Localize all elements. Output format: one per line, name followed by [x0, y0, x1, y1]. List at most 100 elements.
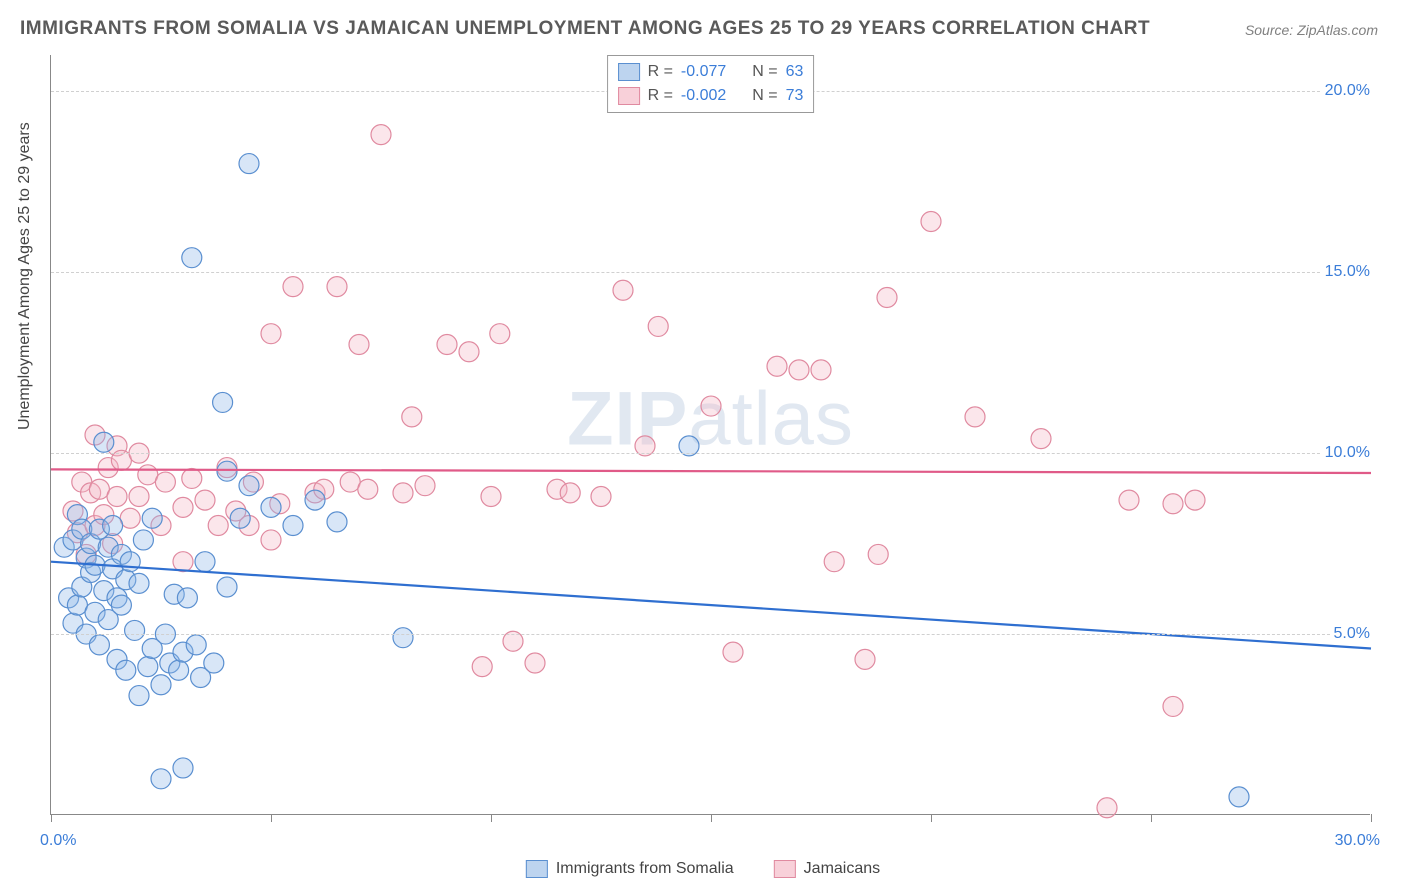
point-blue: [133, 530, 153, 550]
point-blue: [393, 628, 413, 648]
n-label: N =: [752, 60, 777, 84]
point-pink: [921, 211, 941, 231]
point-pink: [120, 508, 140, 528]
point-blue: [111, 595, 131, 615]
point-pink: [789, 360, 809, 380]
point-blue: [239, 476, 259, 496]
x-tick: [491, 814, 492, 822]
point-pink: [182, 468, 202, 488]
point-pink: [402, 407, 422, 427]
point-pink: [767, 356, 787, 376]
gridline: [51, 453, 1370, 454]
point-pink: [340, 472, 360, 492]
point-pink: [173, 497, 193, 517]
point-blue: [120, 552, 140, 572]
point-blue: [305, 490, 325, 510]
point-pink: [415, 476, 435, 496]
chart-svg: [51, 55, 1370, 814]
point-pink: [107, 487, 127, 507]
point-blue: [138, 657, 158, 677]
n-value-pink: 73: [786, 84, 804, 108]
point-pink: [358, 479, 378, 499]
n-label: N =: [752, 84, 777, 108]
y-tick-label: 10.0%: [1321, 444, 1374, 462]
point-blue: [151, 769, 171, 789]
point-pink: [155, 472, 175, 492]
point-pink: [173, 552, 193, 572]
swatch-blue-icon: [526, 860, 548, 878]
point-pink: [1185, 490, 1205, 510]
x-tick: [51, 814, 52, 822]
point-blue: [1229, 787, 1249, 807]
r-label: R =: [648, 84, 673, 108]
plot-area: ZIPatlas R = -0.077 N = 63 R = -0.002 N …: [50, 55, 1370, 815]
point-pink: [868, 544, 888, 564]
point-pink: [613, 280, 633, 300]
point-blue: [151, 675, 171, 695]
point-pink: [472, 657, 492, 677]
swatch-pink-icon: [774, 860, 796, 878]
point-pink: [824, 552, 844, 572]
point-pink: [723, 642, 743, 662]
point-pink: [560, 483, 580, 503]
swatch-pink-icon: [618, 87, 640, 105]
legend-item-pink: Jamaicans: [774, 860, 880, 878]
stats-legend: R = -0.077 N = 63 R = -0.002 N = 73: [607, 55, 815, 113]
x-tick: [1151, 814, 1152, 822]
stats-row-blue: R = -0.077 N = 63: [618, 60, 804, 84]
point-blue: [142, 508, 162, 528]
point-pink: [208, 515, 228, 535]
source-label: Source: ZipAtlas.com: [1245, 22, 1378, 38]
point-pink: [591, 487, 611, 507]
point-pink: [811, 360, 831, 380]
x-axis-max-label: 30.0%: [1335, 832, 1380, 850]
point-pink: [965, 407, 985, 427]
point-pink: [327, 277, 347, 297]
point-blue: [327, 512, 347, 532]
point-pink: [437, 335, 457, 355]
series-legend: Immigrants from Somalia Jamaicans: [526, 860, 880, 878]
point-pink: [283, 277, 303, 297]
point-blue: [129, 573, 149, 593]
point-blue: [204, 653, 224, 673]
point-blue: [129, 686, 149, 706]
x-tick: [1371, 814, 1372, 822]
point-blue: [67, 595, 87, 615]
legend-label-blue: Immigrants from Somalia: [556, 860, 734, 878]
x-axis-min-label: 0.0%: [40, 832, 76, 850]
x-tick: [711, 814, 712, 822]
y-axis-title: Unemployment Among Ages 25 to 29 years: [16, 122, 34, 430]
point-pink: [89, 479, 109, 499]
point-pink: [490, 324, 510, 344]
point-pink: [1163, 696, 1183, 716]
legend-label-pink: Jamaicans: [804, 860, 880, 878]
r-value-blue: -0.077: [681, 60, 726, 84]
swatch-blue-icon: [618, 63, 640, 81]
point-blue: [116, 660, 136, 680]
gridline: [51, 634, 1370, 635]
point-blue: [217, 577, 237, 597]
y-tick-label: 20.0%: [1321, 82, 1374, 100]
n-value-blue: 63: [786, 60, 804, 84]
point-pink: [349, 335, 369, 355]
point-pink: [481, 487, 501, 507]
point-blue: [283, 515, 303, 535]
point-blue: [103, 515, 123, 535]
point-pink: [129, 487, 149, 507]
point-blue: [169, 660, 189, 680]
point-blue: [182, 248, 202, 268]
point-pink: [1163, 494, 1183, 514]
point-blue: [125, 620, 145, 640]
legend-item-blue: Immigrants from Somalia: [526, 860, 734, 878]
point-pink: [648, 316, 668, 336]
x-tick: [931, 814, 932, 822]
gridline: [51, 272, 1370, 273]
point-blue: [239, 154, 259, 174]
y-tick-label: 15.0%: [1321, 263, 1374, 281]
point-pink: [877, 287, 897, 307]
point-pink: [1097, 798, 1117, 818]
point-pink: [138, 465, 158, 485]
chart-title: IMMIGRANTS FROM SOMALIA VS JAMAICAN UNEM…: [20, 18, 1150, 40]
y-tick-label: 5.0%: [1330, 625, 1374, 643]
point-blue: [177, 588, 197, 608]
